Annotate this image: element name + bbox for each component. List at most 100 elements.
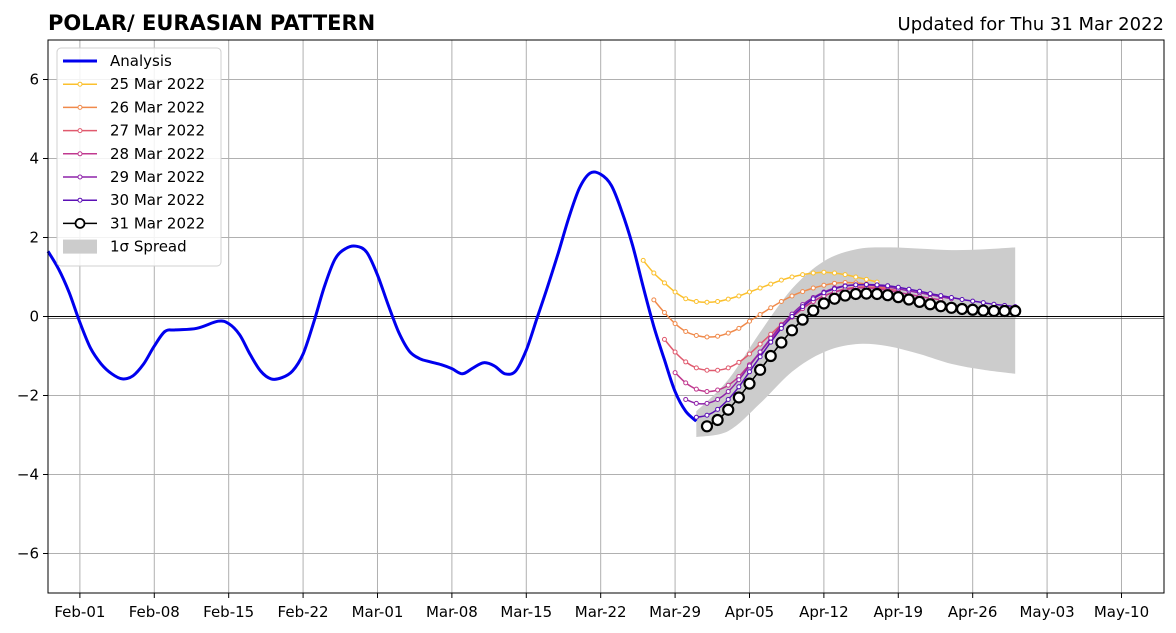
data-point (800, 272, 806, 278)
data-point (938, 293, 944, 299)
legend-marker (77, 104, 83, 110)
series-line (46, 170, 698, 423)
data-point (959, 297, 965, 303)
data-point (757, 349, 763, 355)
legend-item: Analysis (63, 52, 172, 70)
y-tick-label: −4 (17, 466, 39, 484)
x-tick-label: Apr-26 (948, 603, 998, 621)
data-point (693, 332, 699, 338)
legend-marker (77, 151, 83, 157)
y-tick-label: 6 (29, 71, 39, 89)
data-point (924, 298, 937, 311)
data-point (736, 293, 742, 299)
data-point (736, 359, 742, 365)
zero-line-group (48, 316, 1164, 319)
data-point (828, 292, 841, 305)
data-point (715, 333, 721, 339)
data-point (987, 304, 1001, 318)
data-point (725, 330, 731, 336)
data-point (704, 389, 710, 395)
x-tick-label: Feb-15 (203, 603, 254, 621)
data-point (789, 293, 795, 299)
data-point (821, 282, 827, 288)
data-point (743, 377, 756, 390)
legend-item: 31 Mar 2022 (63, 214, 205, 232)
data-point (789, 314, 795, 319)
data-point (842, 272, 848, 278)
data-point (778, 298, 784, 304)
data-point (768, 339, 774, 345)
data-point (832, 270, 838, 276)
data-point (693, 365, 699, 371)
data-point (746, 369, 752, 375)
data-point (746, 351, 752, 357)
data-point (980, 300, 986, 306)
data-point (977, 304, 990, 317)
data-point (683, 359, 689, 365)
data-point (789, 274, 795, 280)
legend-item: 25 Mar 2022 (63, 75, 205, 93)
data-point (785, 324, 799, 337)
x-tick-label: Mar-08 (426, 603, 478, 621)
legend-item: 29 Mar 2022 (63, 168, 205, 186)
data-point (736, 377, 742, 383)
x-tick-label: Feb-08 (129, 603, 180, 621)
series-group (46, 170, 1022, 433)
data-point (725, 382, 731, 388)
legend-label: 27 Mar 2022 (110, 122, 205, 140)
x-tick-label: Mar-15 (500, 603, 552, 621)
data-point (704, 367, 710, 373)
data-point (683, 396, 689, 402)
data-point (945, 301, 958, 314)
data-point (746, 289, 752, 295)
data-point (892, 291, 905, 304)
data-point (754, 363, 767, 376)
data-point (693, 386, 699, 392)
data-point (693, 298, 699, 304)
x-tick-label: Mar-29 (649, 603, 701, 621)
series-analysis (46, 170, 698, 423)
legend-swatch (63, 239, 97, 254)
data-point (704, 334, 710, 340)
legend-item: 28 Mar 2022 (63, 145, 205, 163)
x-tick-label: May-03 (1019, 603, 1074, 621)
y-tick-label: −2 (17, 387, 39, 405)
legend-label: 28 Mar 2022 (110, 145, 205, 163)
data-point (885, 283, 891, 289)
legend-label: 26 Mar 2022 (110, 98, 205, 116)
data-point (853, 274, 859, 280)
data-point (913, 295, 926, 308)
data-point (640, 257, 646, 263)
data-point (746, 318, 752, 324)
data-point (810, 296, 816, 302)
legend-box (56, 47, 222, 267)
data-point (715, 396, 721, 402)
data-point (863, 282, 869, 288)
data-point (757, 341, 763, 347)
data-point (796, 313, 809, 326)
data-point (775, 336, 788, 349)
data-point (810, 285, 816, 291)
data-point (722, 403, 735, 416)
data-point (778, 277, 784, 283)
data-point (704, 299, 710, 305)
data-point (672, 349, 678, 355)
legend-item-spread: 1σ Spread (63, 238, 187, 256)
x-tick-label: Feb-01 (54, 603, 105, 621)
data-point (683, 296, 689, 302)
data-point (711, 413, 724, 427)
data-point (661, 310, 667, 316)
data-point (768, 281, 774, 287)
data-point (661, 336, 667, 342)
data-point (757, 312, 763, 318)
data-point (757, 285, 763, 291)
y-tick-label: 2 (29, 229, 39, 247)
data-point (736, 384, 742, 390)
legend-item: 30 Mar 2022 (63, 191, 205, 209)
data-point (821, 269, 827, 275)
data-point (651, 297, 657, 303)
legend-marker (77, 174, 83, 180)
data-point (810, 270, 816, 276)
data-point (661, 280, 667, 286)
